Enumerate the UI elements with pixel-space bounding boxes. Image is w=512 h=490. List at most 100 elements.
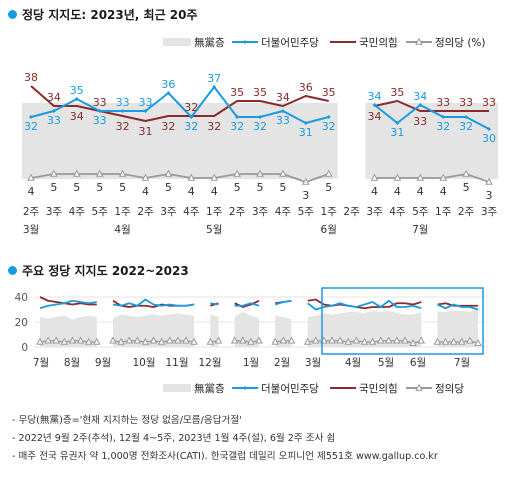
x-tick-label: 1주 — [206, 206, 223, 218]
justice-point — [466, 336, 474, 344]
legend-marker-dpk — [243, 386, 247, 390]
x-tick-label: 1주 — [435, 206, 452, 218]
x-tick-label: 7월 — [454, 357, 470, 369]
justice-value-label: 5 — [165, 181, 172, 194]
no-party-area-3 — [210, 314, 219, 347]
dpk-value-label: 32 — [184, 120, 198, 133]
justice-value-label: 5 — [96, 181, 103, 194]
justice-point — [109, 336, 117, 344]
x-tick-label: 1주 — [114, 206, 131, 218]
justice-point — [409, 339, 417, 346]
x-tick-label: 2주 — [23, 206, 40, 218]
ppp-value-label: 33 — [413, 115, 427, 128]
justice-point — [311, 336, 320, 344]
justice-point — [174, 336, 182, 344]
x-tick-label: 2주 — [343, 206, 360, 218]
legend-marker-justice — [415, 37, 423, 45]
dpk-value-label: 33 — [47, 114, 61, 127]
justice-point — [68, 336, 77, 344]
ppp-value-label: 36 — [299, 81, 313, 94]
dpk-line-5 — [274, 299, 292, 306]
legend-label-ppp: 국민의힘 — [359, 383, 398, 395]
ppp-value-label: 34 — [368, 110, 382, 123]
x-tick-label: 4월 — [345, 357, 361, 369]
x-tick-label: 11월 — [165, 357, 188, 369]
legend-marker-dpk — [243, 40, 247, 44]
dpk-value-label: 34 — [413, 90, 427, 103]
month-label: 4월 — [114, 224, 130, 236]
justice-point — [149, 336, 158, 344]
no-party-area-4 — [234, 312, 259, 347]
justice-point — [157, 337, 166, 345]
dpk-point — [418, 103, 423, 107]
ppp-value-label: 33 — [482, 96, 496, 109]
justice-point — [324, 169, 333, 177]
x-tick-label: 4주 — [183, 206, 200, 218]
dpk-line-6 — [307, 299, 422, 311]
justice-value-label: 4 — [417, 185, 424, 198]
ppp-line-1 — [39, 296, 97, 306]
legend-label-dpk: 더불어민주당 — [261, 383, 319, 395]
justice-point — [210, 173, 219, 181]
justice-point — [368, 337, 377, 345]
dpk-line-1 — [30, 86, 329, 124]
justice-point — [233, 169, 241, 177]
dpk-line-7 — [437, 303, 479, 311]
x-tick-label: 3주 — [46, 206, 63, 218]
x-tick-label: 8월 — [64, 357, 80, 369]
dpk-line-1 — [39, 299, 97, 310]
x-tick-label: 3주 — [160, 206, 177, 218]
x-tick-label: 9월 — [95, 357, 111, 369]
footnote-2: - 2022년 9월 2주(추석), 12월 4~5주, 2023년 1월 4주… — [12, 433, 336, 444]
x-tick-label: 2월 — [274, 357, 290, 369]
justice-value-label: 5 — [463, 181, 470, 194]
dpk-point — [326, 115, 331, 119]
justice-value-label: 4 — [28, 185, 35, 198]
footnote-1: - 무당(無黨)층='현재 지지하는 정당 없음/모름/응답거절' — [12, 415, 242, 426]
dpk-point — [166, 91, 171, 95]
justice-point — [439, 173, 448, 181]
ppp-value-label: 34 — [70, 110, 84, 123]
justice-point — [36, 337, 44, 345]
legend-label-ppp: 국민의힘 — [359, 37, 398, 49]
x-tick-label: 2주 — [458, 206, 475, 218]
dpk-value-label: 33 — [116, 96, 130, 109]
month-label: 3월 — [23, 224, 39, 236]
ppp-value-label: 31 — [139, 125, 153, 138]
justice-point — [441, 337, 450, 345]
justice-point — [279, 169, 287, 177]
justice-point — [182, 336, 190, 344]
justice-point — [117, 337, 125, 345]
dpk-point — [51, 109, 56, 113]
justice-point — [141, 173, 150, 181]
justice-line-2 — [374, 173, 490, 183]
justice-point — [433, 337, 442, 345]
justice-point — [279, 336, 288, 344]
dpk-point — [441, 115, 446, 119]
justice-point — [370, 173, 379, 181]
justice-point — [52, 336, 61, 344]
justice-value-label: 4 — [188, 185, 195, 198]
ppp-value-label: 34 — [47, 91, 61, 104]
justice-point — [417, 336, 426, 344]
justice-point — [187, 173, 196, 181]
dpk-line-3 — [210, 302, 219, 306]
legend-label-none: 無黨층 — [194, 382, 225, 395]
ppp-line-1 — [30, 85, 329, 122]
justice-point — [141, 337, 150, 345]
justice-line-4 — [234, 340, 260, 343]
dpk-line-2 — [112, 298, 195, 307]
x-tick-label: 4주 — [389, 206, 406, 218]
justice-point — [125, 336, 134, 344]
dpk-value-label: 34 — [368, 90, 382, 103]
dpk-point — [280, 109, 285, 113]
dpk-value-label: 32 — [24, 120, 38, 133]
justice-point — [393, 336, 401, 344]
justice-value-label: 5 — [50, 181, 57, 194]
x-tick-label: 1월 — [243, 357, 259, 369]
no-party-area-6 — [307, 310, 422, 347]
justice-value-label: 5 — [73, 181, 80, 194]
dpk-value-label: 35 — [70, 84, 84, 97]
footnote-3: - 매주 전국 유권자 약 1,000명 전화조사(CATI). 한국갤럽 데일… — [12, 451, 438, 462]
